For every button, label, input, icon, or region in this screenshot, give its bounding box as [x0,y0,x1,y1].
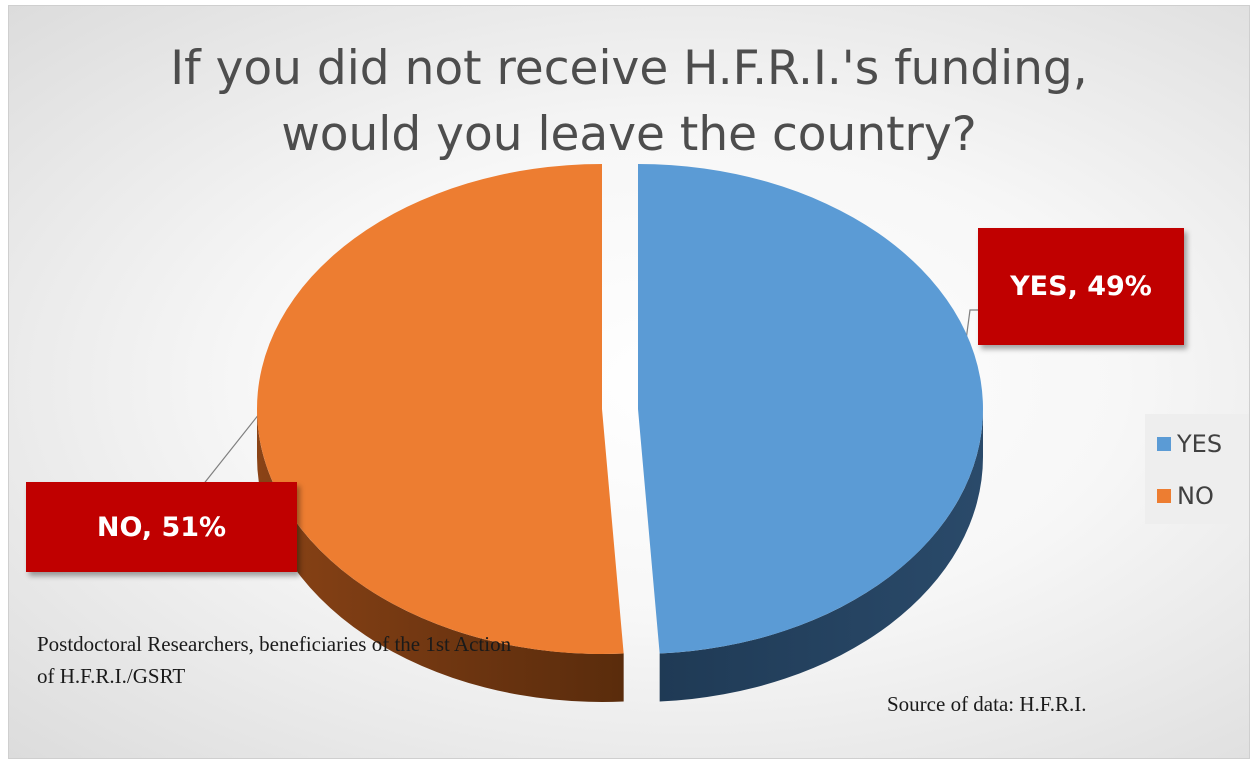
sample-note: Postdoctoral Researchers, beneficiaries … [37,628,637,692]
source-note: Source of data: H.F.R.I. [887,692,1087,716]
legend-swatch-yes [1157,437,1171,451]
pie-chart [201,164,983,702]
pie-side-no [257,409,624,702]
legend-swatch-no [1157,489,1171,503]
pie-slice-no [256,164,624,655]
legend-label-yes: YES [1177,430,1223,458]
chart-title-line-1: If you did not receive H.F.R.I.'s fundin… [170,41,1088,96]
chart-area: If you did not receive H.F.R.I.'s fundin… [8,5,1250,759]
legend-item-no: NO [1157,482,1214,510]
legend-item-yes: YES [1157,430,1222,458]
chart-title-line-2: would you leave the country? [281,107,977,162]
chart-title: If you did not receive H.F.R.I.'s fundin… [9,36,1249,168]
sample-note-line-1: Postdoctoral Researchers, beneficiaries … [37,632,512,656]
legend: YES NO [1145,414,1249,524]
data-label-yes: YES, 49% [978,228,1184,345]
pie-side-yes [659,409,983,702]
data-label-no: NO, 51% [26,482,297,572]
sample-note-line-2: of H.F.R.I./GSRT [37,664,186,688]
legend-label-no: NO [1177,482,1214,510]
pie-slice-yes [638,164,983,654]
